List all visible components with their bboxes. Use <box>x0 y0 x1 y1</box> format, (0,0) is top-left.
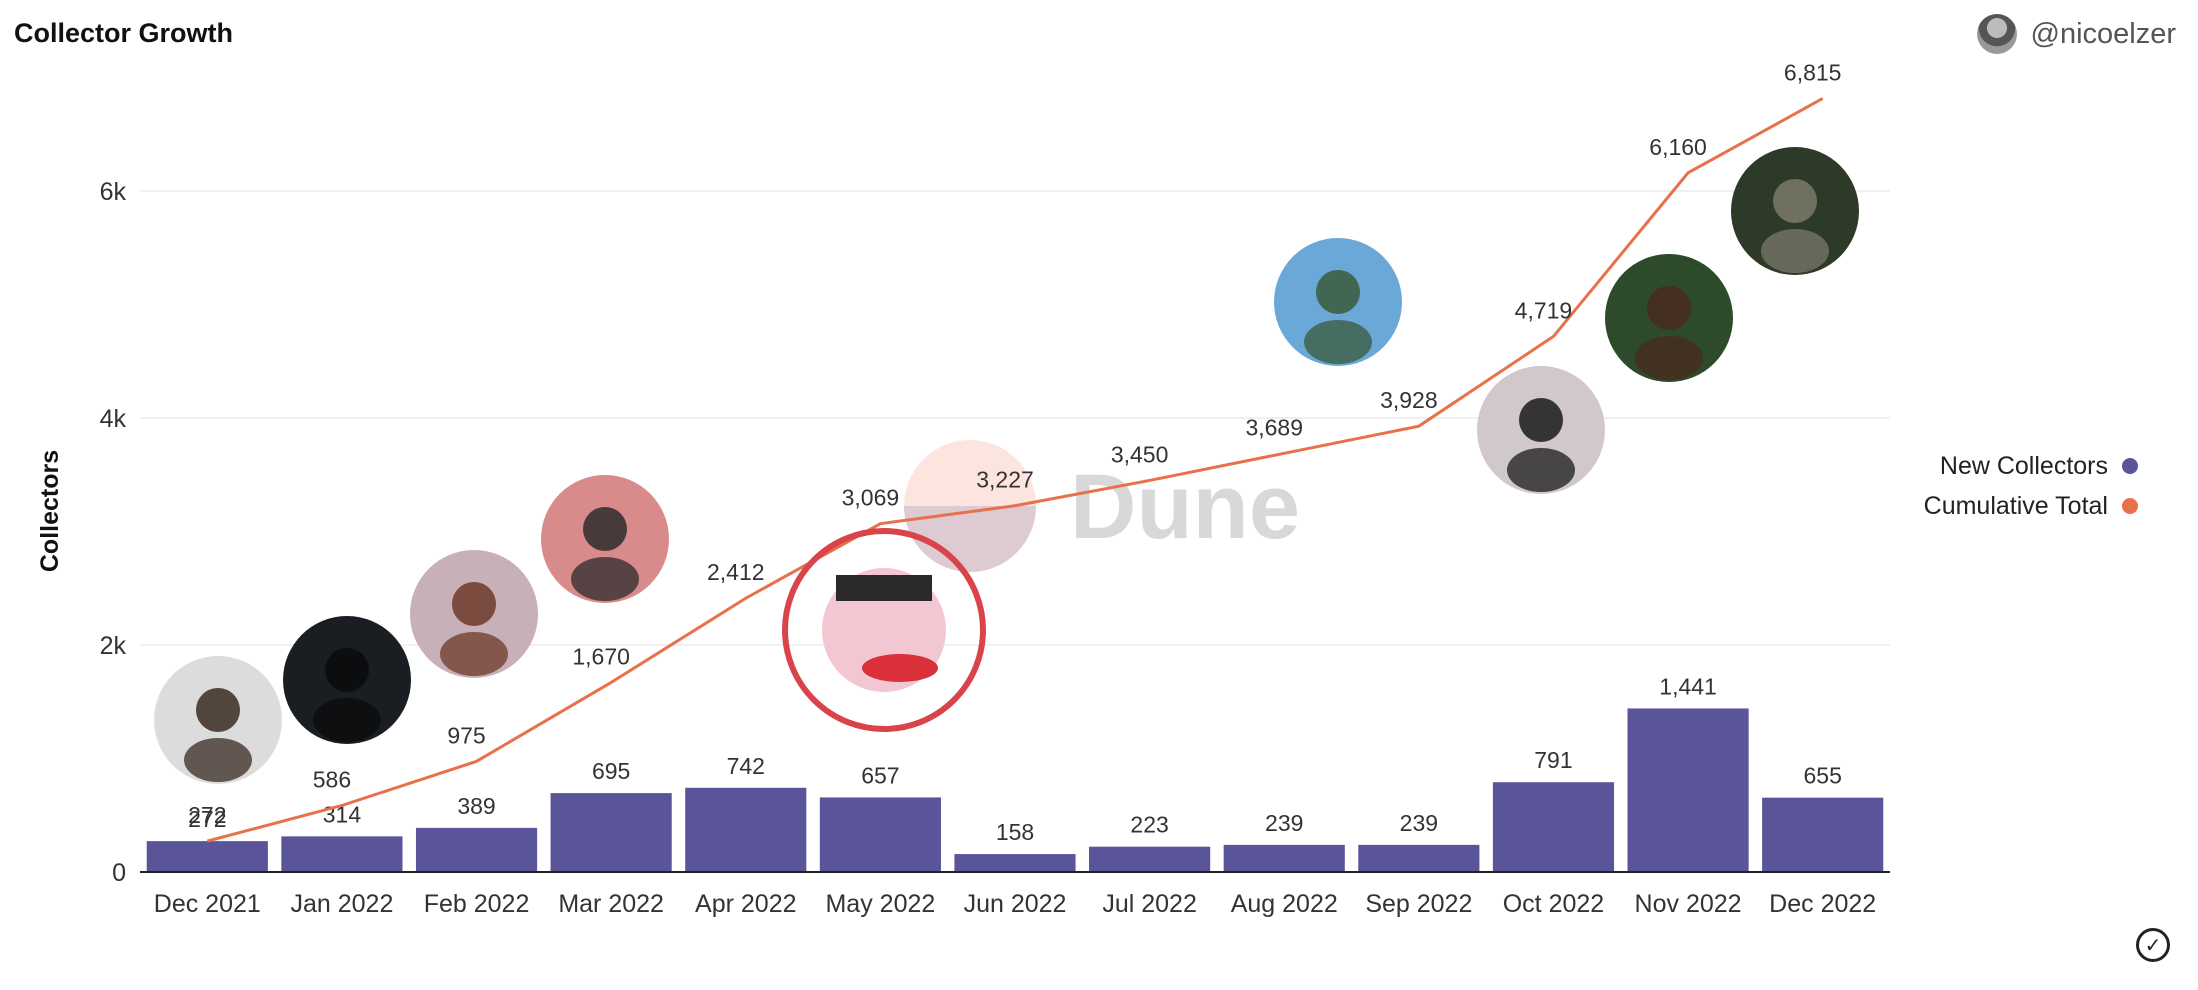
bar-new-collectors <box>819 797 941 872</box>
bar-data-label: 742 <box>727 753 765 779</box>
legend-swatch <box>2122 498 2138 514</box>
x-tick-label: Sep 2022 <box>1365 890 1472 918</box>
artist-avatar-figure <box>571 557 639 601</box>
line-data-label: 1,670 <box>572 643 630 669</box>
line-data-label: 272 <box>188 802 226 828</box>
bar-new-collectors <box>550 793 672 872</box>
line-data-label: 3,450 <box>1111 441 1169 467</box>
bar-data-label: 655 <box>1804 763 1842 789</box>
line-data-label: 3,069 <box>842 485 900 511</box>
bar-new-collectors <box>146 841 268 872</box>
artist-avatar-figure <box>1635 336 1703 380</box>
watermark-text: Dune <box>1070 456 1300 558</box>
artist-avatar-figure <box>325 648 369 692</box>
y-axis-title: Collectors <box>36 450 64 572</box>
artist-avatar-figure <box>1507 448 1575 492</box>
x-tick-label: Jun 2022 <box>964 890 1067 918</box>
x-tick-label: Jan 2022 <box>290 890 393 918</box>
artist-avatar-figure <box>196 688 240 732</box>
line-data-label: 975 <box>447 722 485 748</box>
bar-data-label: 389 <box>457 793 495 819</box>
bar-data-label: 239 <box>1265 810 1303 836</box>
bar-data-label: 158 <box>996 819 1034 845</box>
line-data-label: 6,160 <box>1649 134 1707 160</box>
line-data-label: 3,928 <box>1380 387 1438 413</box>
artist-avatar-banner <box>836 575 932 601</box>
x-tick-label: Mar 2022 <box>558 890 664 918</box>
artist-avatar-figure <box>1647 286 1691 330</box>
bar-new-collectors <box>1223 844 1345 872</box>
x-tick-label: Dec 2022 <box>1769 890 1876 918</box>
x-tick-label: Dec 2021 <box>154 890 261 918</box>
x-tick-label: Feb 2022 <box>424 890 530 918</box>
bar-data-label: 1,441 <box>1659 673 1717 699</box>
legend-item-cumulative-total[interactable]: Cumulative Total <box>1924 486 2138 526</box>
bar-data-label: 657 <box>861 762 899 788</box>
legend-label: Cumulative Total <box>1923 491 2108 520</box>
y-tick-label: 4k <box>100 405 127 433</box>
watermark-logo-bottom <box>904 506 1036 572</box>
artist-avatar-figure <box>1304 320 1372 364</box>
bar-data-label: 791 <box>1534 747 1572 773</box>
line-data-label: 3,689 <box>1245 414 1303 440</box>
line-data-label: 586 <box>313 766 351 792</box>
bar-data-label: 272 <box>188 806 226 832</box>
avatar <box>1976 14 2017 54</box>
bar-new-collectors <box>1089 846 1211 872</box>
legend-item-new-collectors[interactable]: New Collectors <box>1924 446 2138 486</box>
artist-avatar-figure <box>1773 179 1817 223</box>
line-data-label: 6,815 <box>1784 59 1842 85</box>
highlight-ring <box>782 528 986 732</box>
line-data-label: 4,719 <box>1515 297 1573 323</box>
x-tick-label: Aug 2022 <box>1231 890 1338 918</box>
username: @nicoelzer <box>2030 17 2177 50</box>
bar-new-collectors <box>281 836 403 872</box>
bar-new-collectors <box>415 827 538 872</box>
artist-avatar-figure <box>440 632 508 676</box>
x-tick-label: Oct 2022 <box>1503 890 1604 918</box>
bar-data-label: 239 <box>1400 810 1438 836</box>
legend-label: New Collectors <box>1939 451 2108 480</box>
x-tick-label: May 2022 <box>825 890 935 918</box>
artist-avatar-figure <box>313 698 381 742</box>
y-tick-label: 6k <box>100 178 127 206</box>
watermark-logo-top <box>904 440 1036 572</box>
legend: New Collectors Cumulative Total <box>1924 446 2138 526</box>
bar-new-collectors <box>954 854 1076 872</box>
artist-avatar-figure <box>583 507 627 551</box>
bar-new-collectors <box>1492 782 1615 872</box>
check-circle-icon[interactable]: ✓ <box>2136 928 2170 962</box>
user-badge[interactable]: @nicoelzer <box>1976 14 2177 54</box>
artist-avatar-figure <box>452 582 496 626</box>
artist-avatar-figure <box>184 738 252 782</box>
bar-new-collectors <box>1358 844 1480 872</box>
bar-new-collectors <box>685 787 807 872</box>
bar-data-label: 695 <box>592 758 630 784</box>
y-tick-label: 2k <box>100 632 127 660</box>
x-tick-label: Jul 2022 <box>1102 890 1197 918</box>
artist-avatar-figure <box>1316 270 1360 314</box>
y-tick-label: 0 <box>112 859 126 887</box>
line-data-label: 3,227 <box>976 467 1034 493</box>
chart-title: Collector Growth <box>14 18 234 48</box>
artist-avatar-figure <box>1761 229 1829 273</box>
bar-new-collectors <box>1627 708 1749 872</box>
artist-avatar-figure <box>1519 398 1563 442</box>
x-tick-label: Apr 2022 <box>695 890 796 918</box>
bar-data-label: 223 <box>1130 812 1168 838</box>
line-data-label: 2,412 <box>707 559 765 585</box>
bar-new-collectors <box>1762 797 1884 872</box>
legend-swatch <box>2122 458 2138 474</box>
artist-avatar-car <box>862 654 938 682</box>
x-tick-label: Nov 2022 <box>1635 890 1742 918</box>
